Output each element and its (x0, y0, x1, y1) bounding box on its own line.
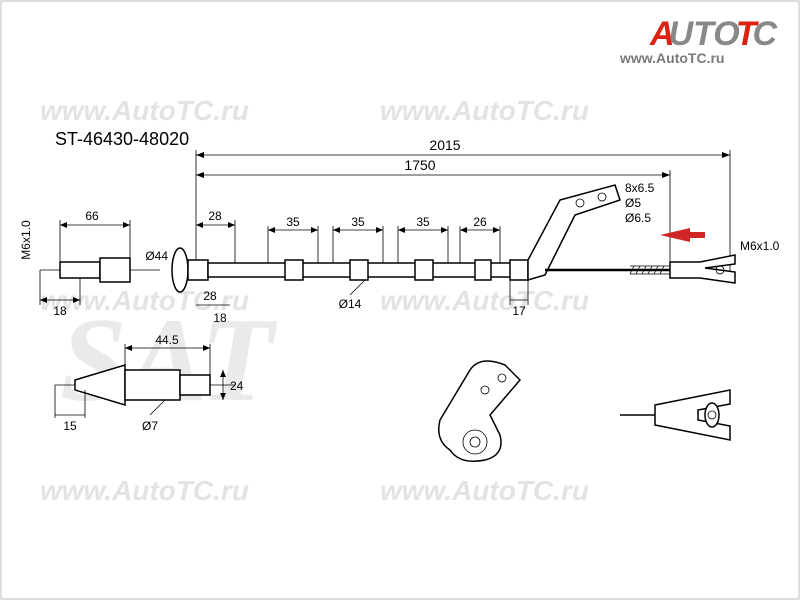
dim-66: 66 (85, 209, 99, 223)
logo-url: www.AutoTC.ru (619, 50, 724, 66)
dim-35-1: 35 (286, 215, 300, 229)
dim-35-3: 35 (416, 215, 430, 229)
dim-24: 24 (230, 379, 244, 393)
dim-d5: Ø5 (625, 196, 641, 210)
dim-overall: 2015 (196, 137, 730, 275)
wm-6: www.AutoTC.ru (380, 475, 589, 506)
right-thread: M6x1.0 (740, 239, 780, 253)
svg-text:AUTOTC: AUTOTC (649, 15, 778, 53)
red-arrow-icon (660, 228, 705, 242)
dim-26: 26 (473, 215, 487, 229)
left-thread: M6x1.0 (19, 220, 33, 260)
bracket-view (439, 361, 520, 461)
dim-dia44: Ø44 (145, 249, 168, 263)
dim-18l: 18 (53, 304, 67, 318)
wm-1: www.AutoTC.ru (40, 95, 249, 126)
wm-4: www.AutoTC.ru (380, 285, 589, 316)
dim-445: 44.5 (155, 333, 179, 347)
dim-inner: 1750 (196, 157, 670, 275)
dim-17: 17 (512, 304, 526, 318)
clevis-view (620, 390, 730, 440)
part-number: ST-46430-48020 (55, 129, 189, 149)
dim-overall-text: 2015 (429, 137, 460, 153)
wm-5: www.AutoTC.ru (40, 475, 249, 506)
autotc-logo: AUTOTC www.AutoTC.ru (619, 15, 778, 66)
dim-35-2: 35 (351, 215, 365, 229)
right-end: M6x1.0 (545, 239, 780, 283)
dim-d7: Ø7 (142, 419, 158, 433)
dim-18b: 18 (213, 311, 227, 325)
wm-2: www.AutoTC.ru (380, 95, 589, 126)
watermarks: www.AutoTC.ru www.AutoTC.ru www.AutoTC.r… (40, 95, 589, 506)
dim-inner-text: 1750 (404, 157, 435, 173)
dim-8x65: 8x6.5 (625, 181, 655, 195)
dim-dia14: Ø14 (339, 297, 362, 311)
dim-28a: 28 (208, 209, 222, 223)
dim-15: 15 (63, 419, 77, 433)
dim-d65: Ø6.5 (625, 211, 651, 225)
dim-28b: 28 (203, 289, 217, 303)
